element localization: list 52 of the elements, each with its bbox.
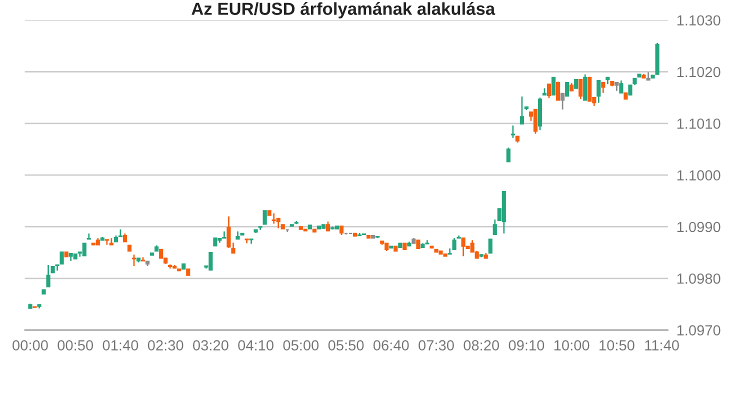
candlestick — [492, 218, 497, 236]
x-tick-label: 08:20 — [464, 340, 500, 350]
y-tick-label: 1.1030 — [677, 15, 720, 26]
candlestick — [520, 96, 524, 125]
candlestick — [628, 84, 632, 96]
x-tick-label: 07:30 — [418, 340, 454, 350]
candlestick — [533, 108, 538, 134]
candlestick — [506, 146, 510, 162]
candlestick — [132, 254, 136, 267]
x-tick-label: 00:50 — [58, 340, 94, 350]
y-tick-label: 1.1020 — [677, 66, 720, 78]
candlestick — [262, 210, 267, 225]
candlestick — [82, 242, 86, 256]
x-tick-label: 10:00 — [554, 340, 590, 350]
x-tick-label: 10:50 — [600, 340, 634, 350]
y-tick-label: 1.0970 — [677, 325, 720, 336]
y-tick-label: 1.0990 — [677, 222, 720, 232]
candlestick — [276, 218, 280, 229]
x-tick-label: 00:00 — [12, 340, 48, 350]
x-tick-label: 03:20 — [193, 340, 228, 350]
y-tick-label: 1.1000 — [677, 170, 720, 180]
candlestick — [596, 80, 601, 104]
candlestick — [510, 124, 515, 139]
candlestick — [619, 80, 624, 94]
candlestick — [601, 82, 606, 94]
x-tick-label: 01:40 — [102, 340, 138, 350]
candlestick — [560, 92, 565, 110]
candlestick — [578, 78, 583, 100]
x-tick-label: 09:10 — [508, 340, 544, 350]
candlestick — [583, 74, 588, 101]
candlestick — [556, 80, 560, 101]
candlestick — [226, 216, 231, 249]
candlestick — [452, 237, 456, 250]
chart-title: Az EUR/USD árfolyamának alakulása — [192, 2, 496, 18]
candlestick — [488, 238, 492, 254]
y-tick-label: 1.1010 — [677, 118, 720, 129]
x-tick-label: 11:40 — [645, 340, 679, 350]
candlestick — [588, 76, 592, 102]
x-tick-label: 05:00 — [283, 340, 319, 350]
candlestick — [326, 220, 330, 232]
x-tick-label: 06:40 — [373, 340, 409, 350]
y-tick-label: 1.0980 — [677, 273, 720, 284]
x-tick-label: 02:30 — [148, 340, 184, 350]
candlestick — [60, 251, 64, 264]
candlestick — [546, 83, 552, 99]
x-tick-label: 04:10 — [238, 340, 274, 350]
candlestick — [249, 238, 254, 244]
candlestick — [104, 238, 109, 246]
candlestick — [565, 82, 570, 97]
candlestick — [244, 238, 249, 244]
x-tick-label: 05:50 — [328, 340, 364, 350]
candlestick — [552, 76, 556, 96]
